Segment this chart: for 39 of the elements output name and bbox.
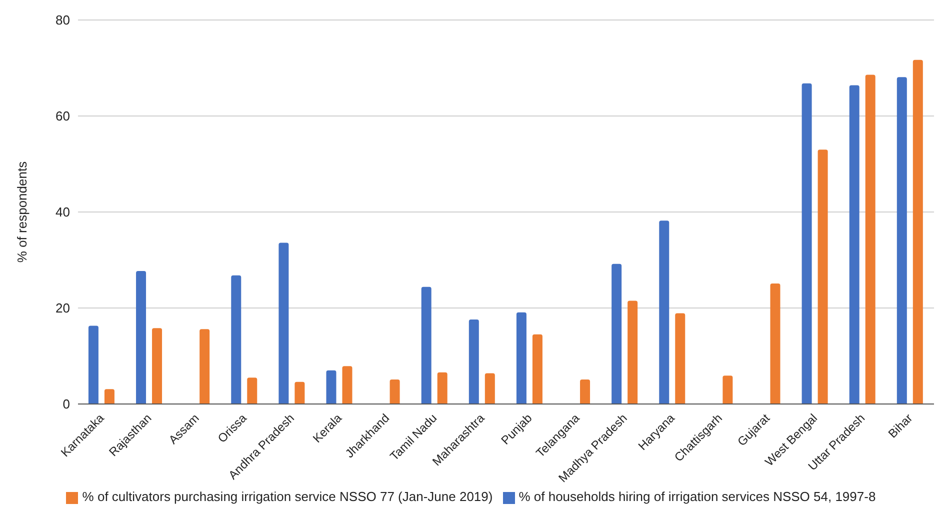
bar (326, 370, 336, 404)
bar (818, 150, 828, 404)
bar (722, 376, 733, 404)
y-tick-label: 20 (56, 300, 70, 316)
bar (390, 380, 400, 404)
bar (152, 328, 162, 404)
bar (802, 83, 812, 404)
bar (200, 329, 210, 404)
bar (675, 313, 686, 404)
bar (532, 334, 542, 404)
bar (580, 380, 590, 404)
bar (88, 326, 98, 404)
bar (468, 320, 479, 404)
bar (231, 275, 242, 404)
bar (437, 372, 448, 404)
bar (294, 382, 305, 404)
legend-label: % of households hiring of irrigation services NSSO 54, 1997-8 (518, 489, 876, 504)
y-tick-label: 80 (56, 12, 70, 28)
bar (484, 373, 495, 404)
bar (136, 271, 146, 404)
bar (770, 284, 780, 404)
legend-label: % of cultivators purchasing irrigation service NSSO 77 (Jan-June 2019) (82, 489, 493, 504)
bar (516, 312, 526, 404)
bar (278, 242, 289, 404)
y-tick-label: 60 (56, 108, 70, 124)
bar (912, 60, 923, 404)
y-tick-label: 40 (56, 204, 70, 220)
bar (247, 378, 258, 404)
bar (849, 85, 860, 404)
bar (612, 264, 622, 404)
y-tick-label: 0 (62, 396, 70, 412)
bar (628, 300, 638, 404)
bar (865, 74, 876, 404)
bar (421, 286, 432, 404)
y-axis-title: % of respondents (14, 160, 30, 263)
bar (896, 77, 907, 404)
bar (104, 389, 114, 404)
bar (659, 220, 670, 404)
bar (342, 366, 352, 404)
